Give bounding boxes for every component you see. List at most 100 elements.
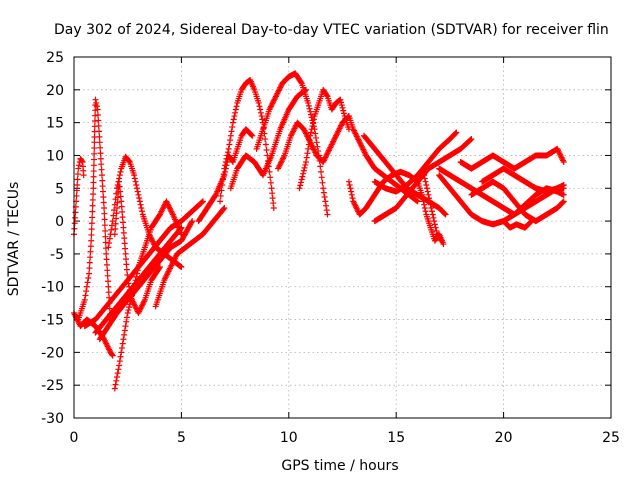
y-tick-label: 15 xyxy=(46,116,64,132)
data-point xyxy=(105,278,112,285)
data-point xyxy=(270,204,277,211)
data-point xyxy=(224,149,231,156)
data-point xyxy=(338,102,345,109)
data-point xyxy=(94,111,101,118)
y-tick-label: 20 xyxy=(46,83,64,99)
data-point xyxy=(421,172,428,179)
data-point xyxy=(114,370,121,377)
data-point xyxy=(310,119,317,126)
data-point xyxy=(188,219,195,226)
series-arc-13 xyxy=(227,86,309,192)
grid-lines xyxy=(74,57,611,418)
data-point xyxy=(116,172,123,179)
series-arc-21 xyxy=(371,129,460,195)
series-arc-1 xyxy=(71,155,87,238)
y-tick-label: -30 xyxy=(41,411,64,427)
data-point xyxy=(302,159,309,166)
data-point xyxy=(219,176,226,183)
x-tick-label: 25 xyxy=(602,430,620,446)
data-point xyxy=(115,366,122,373)
data-point xyxy=(123,314,130,321)
data-point xyxy=(87,248,94,255)
data-point xyxy=(414,198,421,205)
data-point xyxy=(318,174,325,181)
data-point xyxy=(424,188,431,195)
data-point xyxy=(94,106,101,113)
data-point xyxy=(87,254,94,261)
data-point xyxy=(82,292,89,299)
data-point xyxy=(122,250,129,257)
data-point xyxy=(267,174,274,181)
data-point xyxy=(322,198,329,205)
data-point xyxy=(123,261,130,268)
data-point xyxy=(306,105,313,112)
data-point xyxy=(90,168,97,175)
data-point xyxy=(126,158,133,165)
data-point xyxy=(430,214,437,221)
data-point xyxy=(305,145,312,152)
data-point xyxy=(156,264,163,271)
series-arc-8 xyxy=(111,198,185,392)
data-point xyxy=(259,116,266,123)
data-point xyxy=(431,218,438,225)
data-point xyxy=(108,226,115,233)
data-point xyxy=(88,231,95,238)
data-point xyxy=(303,154,310,161)
data-point xyxy=(227,137,234,144)
data-point xyxy=(453,129,460,136)
data-point xyxy=(102,233,109,240)
data-point xyxy=(110,212,117,219)
data-point xyxy=(119,214,126,221)
data-point xyxy=(132,178,139,185)
data-point xyxy=(134,270,141,277)
data-point xyxy=(432,224,439,231)
data-point xyxy=(560,199,567,206)
data-point xyxy=(297,79,304,86)
data-point xyxy=(307,108,314,115)
data-point xyxy=(302,161,309,168)
data-point xyxy=(114,199,121,206)
chart-title: Day 302 of 2024, Sidereal Day-to-day VTE… xyxy=(54,22,609,38)
data-point xyxy=(86,270,93,277)
data-point xyxy=(232,109,239,116)
data-point xyxy=(421,204,428,211)
data-point xyxy=(103,261,110,268)
data-point xyxy=(346,181,353,188)
data-point xyxy=(441,210,448,217)
data-point xyxy=(89,202,96,209)
data-point xyxy=(88,237,95,244)
data-point xyxy=(426,198,433,205)
data-point xyxy=(119,219,126,226)
data-point xyxy=(112,220,119,227)
data-point xyxy=(255,99,262,106)
data-point xyxy=(74,176,81,183)
data-point xyxy=(300,167,307,174)
series-arc-10 xyxy=(152,204,228,310)
data-point xyxy=(427,201,434,208)
data-point xyxy=(340,110,347,117)
series-arc-9 xyxy=(111,178,163,316)
data-point xyxy=(103,250,110,257)
data-point xyxy=(125,280,132,287)
data-point xyxy=(95,122,102,129)
data-point xyxy=(349,195,356,202)
data-point xyxy=(223,155,230,162)
series-arc-27 xyxy=(457,145,567,172)
data-point xyxy=(320,185,327,192)
data-point xyxy=(91,145,98,152)
series-arc-17 xyxy=(345,113,421,205)
data-point xyxy=(431,221,438,228)
x-axis-label: GPS time / hours xyxy=(281,458,398,474)
data-point xyxy=(106,305,113,312)
data-point xyxy=(224,152,231,159)
data-point xyxy=(423,185,430,192)
data-point xyxy=(339,104,346,111)
data-point xyxy=(73,192,80,199)
data-point xyxy=(114,194,121,201)
data-point xyxy=(433,227,440,234)
data-point xyxy=(225,145,232,152)
data-point xyxy=(122,323,129,330)
data-point xyxy=(101,216,108,223)
data-point xyxy=(262,136,269,143)
y-tick-label: 0 xyxy=(55,214,64,230)
